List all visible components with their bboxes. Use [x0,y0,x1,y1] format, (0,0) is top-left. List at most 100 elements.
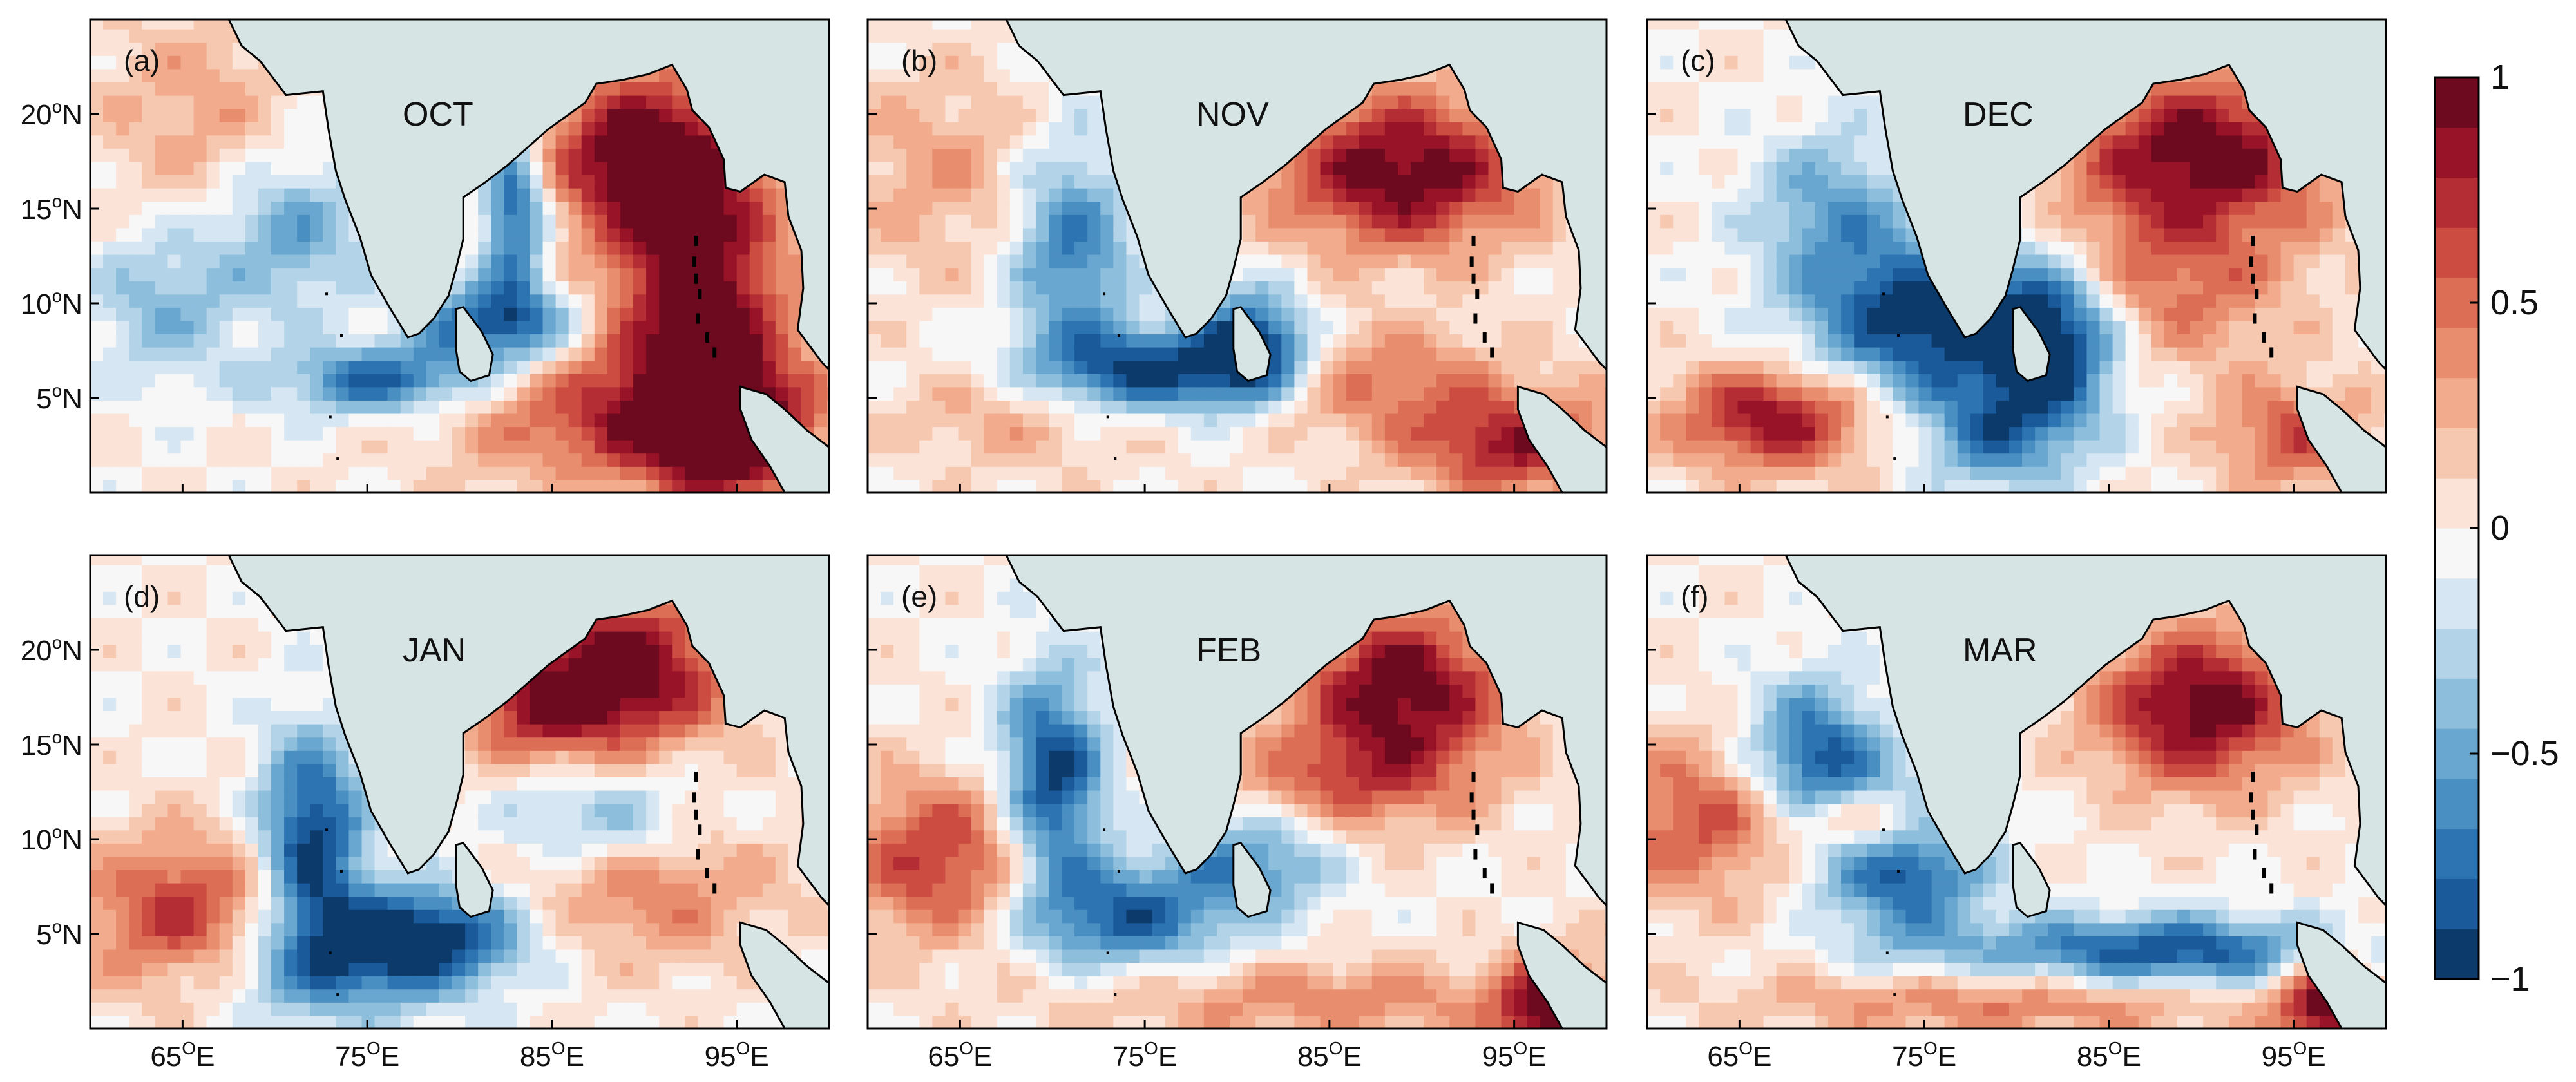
island [1471,273,1476,284]
island [2269,347,2274,358]
panel-month: OCT [403,96,473,133]
colorbar-segment [2435,77,2479,128]
island [1471,771,1476,782]
sumatra-landmass [739,385,829,493]
panel-letter: (a) [124,44,160,77]
sumatra-landmass [739,921,829,1029]
map-panels: (a) OCT 20oN 15oN 10oN 5oN (b) NOV (c) DEC (d) JAN 2… [21,18,2387,1072]
island [698,289,702,299]
panel-letter: (e) [901,580,937,613]
india-landmass [1005,555,1607,907]
lat-tick-label: 10oN [21,286,82,320]
panel-frame [866,554,1608,1030]
lat-tick-label: 15oN [21,727,82,761]
colorbar-segment [2435,428,2479,479]
colorbar-tick-label: −1 [2490,960,2530,998]
island [1885,415,1889,419]
island [1473,849,1478,860]
panel-letter: (d) [124,580,160,613]
island [339,869,343,873]
colorbar-tick-label: 1 [2490,58,2510,97]
map-panel: (e) FEB 65OE 75OE 85OE 95OE [866,554,1608,1072]
island [2262,332,2266,343]
island [692,792,696,803]
island [2262,868,2266,878]
map-panel: (a) OCT 20oN 15oN 10oN 5oN [21,18,830,494]
colorbar-tick-label: 0 [2490,509,2510,547]
island [2251,235,2255,246]
sumatra-landmass [2296,385,2386,493]
panel-letter: (b) [901,44,937,77]
panel-month: NOV [1196,96,1269,133]
island [696,849,700,860]
island [2253,313,2257,324]
island [1896,869,1900,873]
india-landmass [227,555,829,907]
island [1893,993,1896,996]
colorbar-segment [2435,177,2479,228]
island [1117,334,1120,337]
lon-tick-label: 65OE [1707,1038,1771,1072]
island [1103,828,1106,831]
island [694,771,698,782]
island [705,332,709,343]
panel-letter: (f) [1681,580,1708,613]
island [2251,809,2255,820]
sri-lanka-landmass [455,842,494,918]
panel-letter: (c) [1681,44,1715,77]
island [1103,292,1106,296]
island [1114,457,1117,460]
colorbar: 1 0.5 0 −0.5 −1 [2434,58,2559,998]
colorbar-segment [2435,377,2479,428]
lat-tick-label: 5oN [36,381,82,415]
island [1114,993,1117,996]
island [1893,457,1896,460]
island [1482,332,1487,343]
island [712,347,717,358]
island [329,951,332,954]
panel-frame [866,18,1608,494]
island [325,828,329,831]
lon-tick-label: 65OE [928,1038,992,1072]
lon-tick-label: 95OE [1482,1038,1547,1072]
sumatra-landmass [1516,385,1607,493]
island [1475,289,1480,299]
island [1469,256,1474,267]
island [2269,883,2274,894]
colorbar-tick-label: −0.5 [2490,734,2559,773]
india-landmass [1005,19,1607,372]
colorbar-tick-label: 0.5 [2490,283,2539,322]
lon-tick-label: 75OE [1112,1038,1177,1072]
colorbar-segment [2435,628,2479,679]
island [336,457,339,460]
colorbar-segment [2435,678,2479,729]
lon-tick-label: 75OE [1892,1038,1956,1072]
island [2251,273,2255,284]
lat-tick-label: 15oN [21,191,82,225]
island [1117,869,1120,873]
lon-tick-label: 95OE [705,1038,769,1072]
panel-frame [89,554,830,1030]
colorbar-segment [2435,327,2479,379]
colorbar-segment [2435,878,2479,929]
lat-tick-label: 20oN [21,632,82,667]
island [1490,347,1494,358]
colorbar-segment [2435,478,2479,529]
island [1490,883,1494,894]
lon-tick-label: 75OE [335,1038,399,1072]
island [1471,235,1476,246]
island [1896,334,1900,337]
island [2251,771,2255,782]
island [1471,809,1476,820]
island [705,868,709,878]
lat-tick-label: 10oN [21,822,82,856]
island [336,993,339,996]
island [712,883,717,894]
island [2249,256,2253,267]
island [2255,289,2259,299]
island [692,256,696,267]
lon-tick-label: 85OE [520,1038,584,1072]
lon-tick-label: 95OE [2262,1038,2326,1072]
island [694,235,698,246]
